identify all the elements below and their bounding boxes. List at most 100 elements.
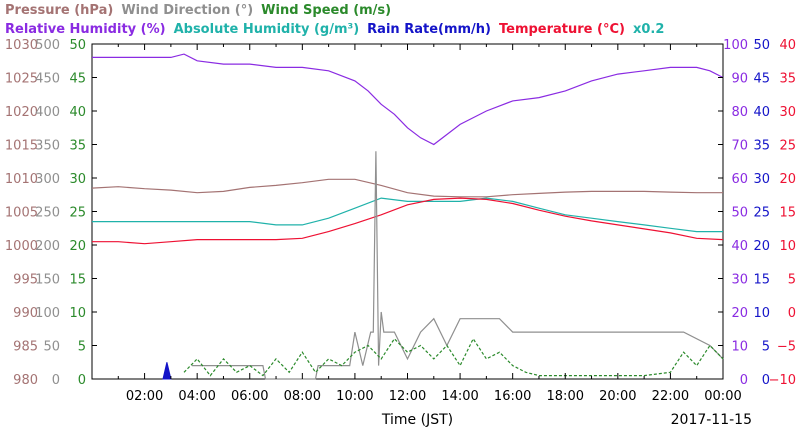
wind_direction-tick-label: 350 <box>35 139 60 154</box>
humidity-tick-label: 0 <box>740 373 748 388</box>
series-relative-humidity <box>92 53 724 146</box>
pressure-tick-label: 995 <box>13 273 38 288</box>
wind_speed-tick-label: 20 <box>69 239 86 254</box>
wind_direction-tick-label: 0 <box>52 373 60 388</box>
x-tick-label: 06:00 <box>231 389 268 404</box>
x-axis-title: Time (JST) <box>381 412 453 428</box>
series-temperature-c <box>92 197 724 245</box>
temperature-tick-label: −10 <box>769 373 796 388</box>
legend-item: Temperature (°C) <box>499 22 625 37</box>
pressure-tick-label: 1025 <box>5 72 38 87</box>
wind_speed-tick-label: 25 <box>69 206 86 221</box>
wind_direction-tick-label: 150 <box>35 273 60 288</box>
pressure-tick-label: 990 <box>13 306 38 321</box>
humidity-tick-label: 90 <box>731 72 748 87</box>
wind_speed-tick-label: 0 <box>78 373 86 388</box>
legend-item: Wind Direction (°) <box>121 3 253 18</box>
wind_speed-tick-label: 50 <box>69 38 86 53</box>
series-wind-speed-m-s <box>183 337 724 377</box>
rain_rate-tick-label: 50 <box>753 38 770 53</box>
humidity-tick-label: 70 <box>731 139 748 154</box>
plot-frame <box>91 43 724 380</box>
rain_rate-tick-label: 20 <box>753 239 770 254</box>
x-tick-label: 10:00 <box>336 389 373 404</box>
rain_rate-tick-label: 40 <box>753 105 770 120</box>
rain_rate-tick-label: 0 <box>762 373 770 388</box>
x-tick-label: 18:00 <box>547 389 584 404</box>
wind_speed-tick-label: 5 <box>78 340 86 355</box>
x-tick-label: 12:00 <box>389 389 426 404</box>
x-tick-label: 00:00 <box>704 389 741 404</box>
temperature-tick-label: 0 <box>788 306 796 321</box>
legend-row-1: Pressure (hPa) Wind Direction (°) Wind Spe… <box>5 3 391 18</box>
date-label: 2017-11-15 <box>671 412 752 428</box>
legend-item: Wind Speed (m/s) <box>261 3 391 18</box>
pressure-tick-label: 1010 <box>5 172 38 187</box>
wind_direction-tick-label: 400 <box>35 105 60 120</box>
humidity-tick-label: 30 <box>731 273 748 288</box>
series-pressure-hpa <box>91 178 723 198</box>
legend-item: Absolute Humidity (g/m³) <box>174 22 360 37</box>
humidity-tick-label: 40 <box>731 239 748 254</box>
wind_direction-tick-label: 450 <box>35 72 60 87</box>
humidity-tick-label: 100 <box>723 38 748 53</box>
pressure-tick-label: 1000 <box>5 239 38 254</box>
temperature-tick-label: 40 <box>779 38 796 53</box>
humidity-tick-label: 60 <box>731 172 748 187</box>
x-tick-label: 22:00 <box>652 389 689 404</box>
wind_speed-tick-label: 35 <box>69 139 86 154</box>
rain_rate-tick-label: 10 <box>753 306 770 321</box>
x-tick-label: 02:00 <box>126 389 163 404</box>
temperature-tick-label: −5 <box>777 340 796 355</box>
temperature-tick-label: 10 <box>779 239 796 254</box>
wind_direction-tick-label: 200 <box>35 239 60 254</box>
rain_rate-tick-label: 45 <box>753 72 770 87</box>
rain_rate-tick-label: 35 <box>753 139 770 154</box>
left-axes: 9809859909951000100510101015102010251030… <box>5 38 97 388</box>
pressure-tick-label: 1005 <box>5 206 38 221</box>
temperature-tick-label: 35 <box>779 72 796 87</box>
series-wind-direction <box>191 151 724 380</box>
wind_direction-tick-label: 300 <box>35 172 60 187</box>
series-rain-rate <box>162 362 172 380</box>
legend-item: Rain Rate(mm/h) <box>367 22 491 37</box>
rain_rate-tick-label: 30 <box>753 172 770 187</box>
wind_direction-tick-label: 250 <box>35 206 60 221</box>
wind_speed-tick-label: 10 <box>69 306 86 321</box>
rain_rate-tick-label: 25 <box>753 206 770 221</box>
temperature-tick-label: 25 <box>779 139 796 154</box>
wind_speed-tick-label: 40 <box>69 105 86 120</box>
wind_direction-tick-label: 50 <box>43 340 60 355</box>
x-tick-label: 14:00 <box>441 389 478 404</box>
x-tick-label: 08:00 <box>284 389 321 404</box>
temperature-tick-label: 15 <box>779 206 796 221</box>
temperature-tick-label: 20 <box>779 172 796 187</box>
wind_direction-tick-label: 500 <box>35 38 60 53</box>
series-layer <box>91 53 724 380</box>
wind_speed-tick-label: 15 <box>69 273 86 288</box>
wind_speed-tick-label: 30 <box>69 172 86 187</box>
humidity-tick-label: 20 <box>731 306 748 321</box>
right-axes: 0102030405060708090100051015202530354045… <box>718 38 796 388</box>
x-axis: 02:00 04:00 06:00 08:00 10:00 12:00 14:00 16:00… <box>91 44 742 404</box>
pressure-tick-label: 1020 <box>5 105 38 120</box>
x-tick-label: 20:00 <box>599 389 636 404</box>
rain_rate-tick-label: 5 <box>762 340 770 355</box>
series-absolute-humidity-g-m <box>92 197 723 233</box>
legend-row-2: Relative Humidity (%) Absolute Humidity (… <box>5 22 664 37</box>
x-tick-label: 16:00 <box>494 389 531 404</box>
pressure-tick-label: 1015 <box>5 139 38 154</box>
pressure-tick-label: 985 <box>13 340 38 355</box>
wind_speed-tick-label: 45 <box>69 72 86 87</box>
rain_rate-tick-label: 15 <box>753 273 770 288</box>
legend-item: x0.2 <box>633 22 664 37</box>
pressure-tick-label: 1030 <box>5 38 38 53</box>
humidity-tick-label: 10 <box>731 340 748 355</box>
temperature-tick-label: 5 <box>788 273 796 288</box>
legend-item: Relative Humidity (%) <box>5 22 166 37</box>
x-tick-label: 04:00 <box>178 389 215 404</box>
legend-item: Pressure (hPa) <box>5 3 113 18</box>
wind_direction-tick-label: 100 <box>35 306 60 321</box>
humidity-tick-label: 80 <box>731 105 748 120</box>
